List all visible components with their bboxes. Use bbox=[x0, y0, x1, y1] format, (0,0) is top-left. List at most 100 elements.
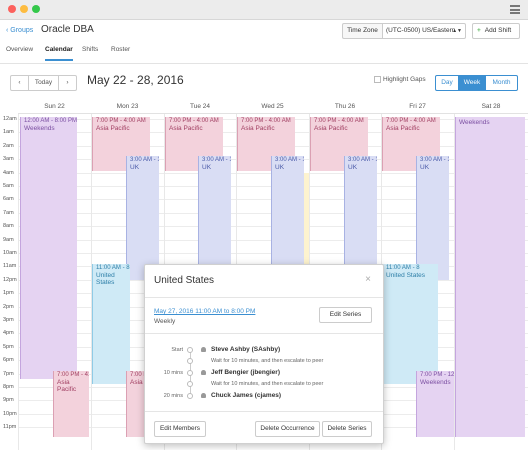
escalation-time: 10 mins bbox=[163, 370, 183, 376]
hour-label: 4am bbox=[3, 169, 14, 176]
minimize-window-button[interactable] bbox=[20, 5, 28, 13]
hour-label: 2pm bbox=[3, 303, 14, 310]
hour-label: 8pm bbox=[3, 384, 14, 390]
highlight-gaps-label[interactable]: Highlight Gaps bbox=[383, 76, 426, 83]
shift-event-asia-pacific[interactable]: 7:00 PMAsia bbox=[126, 371, 146, 437]
edit-members-button[interactable]: Edit Members bbox=[154, 421, 206, 437]
menu-icon[interactable] bbox=[510, 5, 520, 14]
hour-label: 12am bbox=[3, 116, 17, 122]
event-name: Asia Pacific bbox=[57, 379, 77, 393]
hour-label: 5pm bbox=[3, 343, 14, 350]
escalation-wait: Wait for 10 minutes, and then escalate t… bbox=[211, 381, 324, 387]
event-name: Asia Pacific bbox=[96, 125, 130, 132]
event-name: UK bbox=[275, 164, 285, 171]
today-button[interactable]: Today bbox=[28, 75, 59, 91]
shift-event-united-states[interactable]: 11:00 AM - 8 United States bbox=[92, 264, 130, 384]
view-day-button[interactable]: Day bbox=[435, 75, 459, 91]
shift-event-united-states[interactable]: 11:00 AM - 8 United States bbox=[382, 264, 438, 384]
timeline-node bbox=[187, 347, 193, 353]
shift-detail-popover: United States × May 27, 2016 11:00 AM to… bbox=[144, 264, 384, 444]
event-name: Asia Pacific bbox=[314, 125, 348, 132]
delete-series-button[interactable]: Delete Series bbox=[322, 421, 372, 437]
select-arrows-icon: ▲▼ bbox=[452, 28, 462, 34]
escalation-wait: Wait for 10 minutes, and then escalate t… bbox=[211, 358, 324, 364]
event-time: 7:00 PM - 4:00 AM bbox=[169, 118, 219, 124]
event-time: 12:00 AM - 8:00 PM bbox=[24, 118, 77, 124]
event-time: 7:00 PM bbox=[130, 372, 146, 378]
date-range-title: May 22 - 28, 2016 bbox=[87, 73, 184, 87]
user-name: Jeff Bengier (jbengier) bbox=[211, 369, 280, 376]
tab-overview[interactable]: Overview bbox=[6, 46, 34, 53]
hour-label: 7pm bbox=[3, 370, 14, 377]
shift-event-weekends[interactable]: Weekends bbox=[455, 117, 525, 437]
shift-event-uk[interactable]: 3:00 AM - 12UK bbox=[126, 156, 159, 280]
divider bbox=[145, 333, 383, 334]
hour-label: 6am bbox=[3, 196, 14, 203]
view-week-button[interactable]: Week bbox=[458, 75, 486, 91]
tab-roster[interactable]: Roster bbox=[111, 46, 131, 53]
hour-label: 4pm bbox=[3, 330, 14, 337]
hour-label: 3pm bbox=[3, 317, 14, 323]
recurrence-text: Weekly bbox=[154, 318, 176, 325]
tab-calendar[interactable]: Calendar bbox=[45, 46, 73, 61]
day-header-mon: Mon 23 bbox=[91, 100, 164, 114]
next-week-button[interactable]: › bbox=[58, 75, 77, 91]
timeline-node bbox=[187, 370, 193, 376]
close-window-button[interactable] bbox=[8, 5, 16, 13]
delete-occurrence-button[interactable]: Delete Occurrence bbox=[255, 421, 320, 437]
event-time: 7:00 PM - 4:00 AM bbox=[314, 118, 364, 124]
event-name: UK bbox=[202, 164, 212, 171]
event-time: 3:00 AM - 12 bbox=[130, 157, 159, 163]
hour-label: 8am bbox=[3, 223, 14, 230]
plus-icon: + bbox=[477, 27, 481, 34]
escalation-user: Chuck James (cjames) bbox=[201, 392, 281, 399]
day-header-thu: Thu 26 bbox=[309, 100, 381, 114]
shift-event-uk[interactable]: 3:00 AM - 12UK bbox=[416, 156, 449, 280]
maximize-window-button[interactable] bbox=[32, 5, 40, 13]
day-divider bbox=[454, 114, 455, 450]
divider bbox=[145, 297, 383, 298]
shift-event-uk[interactable]: 3:00 AM - 12UK bbox=[271, 156, 304, 280]
prev-week-button[interactable]: ‹ bbox=[10, 75, 29, 91]
hour-label: 6pm bbox=[3, 357, 14, 364]
event-name: Asia Pacific bbox=[241, 125, 275, 132]
view-month-button[interactable]: Month bbox=[485, 75, 518, 91]
hour-label: 11am bbox=[3, 263, 17, 270]
page-header: ‹ Groups Oracle DBA Time Zone (UTC-0500)… bbox=[0, 20, 528, 64]
day-header-fri: Fri 27 bbox=[381, 100, 454, 114]
day-header-tue: Tue 24 bbox=[164, 100, 236, 114]
shift-event-weekends[interactable]: 7:00 PM - 12 Weekends bbox=[416, 371, 454, 437]
shift-event-uk[interactable]: 3:00 AM - 12UK bbox=[198, 156, 231, 280]
event-time: 7:00 PM - 4:00 AM bbox=[386, 118, 436, 124]
hour-label: 1am bbox=[3, 129, 14, 136]
shift-event-weekends[interactable]: 12:00 AM - 8:00 PM Weekends bbox=[20, 117, 77, 379]
shift-event-uk[interactable]: 3:00 AM - 12UK bbox=[344, 156, 377, 280]
day-divider bbox=[18, 114, 19, 450]
shift-date-link[interactable]: May 27, 2016 11:00 AM to 8:00 PM bbox=[154, 308, 256, 315]
event-time: 11:00 AM - 8 bbox=[386, 265, 420, 271]
timezone-select[interactable]: (UTC-0500) US/Eastern ▲▼ bbox=[382, 23, 466, 39]
back-to-groups-link[interactable]: ‹ Groups bbox=[6, 27, 34, 34]
highlight-gaps-checkbox[interactable] bbox=[374, 76, 381, 83]
tab-shifts[interactable]: Shifts bbox=[82, 46, 99, 53]
event-name: Asia Pacific bbox=[169, 125, 203, 132]
event-name: United States bbox=[386, 272, 426, 279]
user-name: Chuck James (cjames) bbox=[211, 392, 282, 399]
add-shift-button[interactable]: + Add Shift bbox=[472, 23, 520, 39]
user-name: Steve Ashby (SAshby) bbox=[211, 346, 281, 353]
event-name: UK bbox=[420, 164, 430, 171]
edit-series-button[interactable]: Edit Series bbox=[319, 307, 372, 323]
timezone-value: (UTC-0500) US/Eastern bbox=[386, 27, 456, 34]
window-titlebar bbox=[0, 0, 528, 20]
hour-label: 12pm bbox=[3, 276, 17, 283]
user-icon bbox=[201, 369, 206, 375]
timeline-node bbox=[187, 381, 193, 387]
close-icon[interactable]: × bbox=[365, 274, 371, 285]
event-name: United States bbox=[96, 272, 115, 286]
day-divider bbox=[91, 114, 92, 450]
user-icon bbox=[201, 392, 206, 398]
escalation-time: 20 mins bbox=[163, 393, 183, 399]
popover-title: United States bbox=[154, 275, 215, 286]
escalation-user: Steve Ashby (SAshby) bbox=[201, 346, 280, 353]
